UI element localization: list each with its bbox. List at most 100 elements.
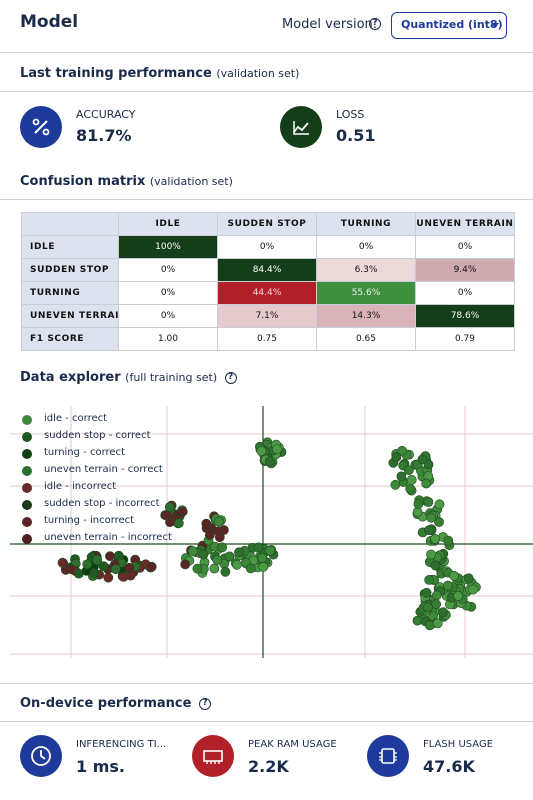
plot-point [198, 549, 209, 560]
matrix-cell: 84.4% [217, 258, 317, 282]
table-row: SUDDEN STOP 0% 84.4% 6.3% 9.4% [21, 258, 515, 282]
loss-value: 0.51 [336, 126, 376, 145]
plot-point [449, 570, 459, 581]
legend-dot [22, 415, 32, 425]
matrix-cell: 44.4% [217, 281, 317, 305]
memory-chip-icon [192, 735, 234, 777]
plot-point [265, 545, 276, 556]
plot-point [424, 525, 434, 536]
table-row: TURNING 0% 44.4% 55.6% 0% [21, 281, 515, 305]
plot-point [397, 445, 407, 456]
clock-icon [20, 735, 62, 777]
plot-point [424, 574, 435, 585]
legend-dot [22, 517, 32, 527]
f1-cell: 0.79 [415, 327, 515, 351]
plot-point [405, 483, 416, 494]
plot-point [213, 526, 224, 537]
f1-cell: 1.00 [118, 327, 218, 351]
plot-point [220, 566, 231, 577]
plot-point [66, 564, 76, 575]
loss-label: LOSS [336, 108, 365, 121]
plot-point [426, 549, 436, 560]
chevron-down-icon [491, 23, 499, 28]
plot-point [201, 518, 212, 529]
accuracy-label: ACCURACY [76, 108, 136, 121]
plot-point [217, 542, 227, 553]
help-icon[interactable]: ? [369, 18, 381, 30]
explorer-subtitle: (full training set) [125, 371, 218, 384]
divider [0, 199, 533, 200]
plot-point [396, 471, 407, 482]
help-icon[interactable]: ? [198, 697, 211, 710]
matrix-cell: 14.3% [316, 304, 416, 328]
plot-point [431, 599, 441, 610]
plot-point [272, 444, 282, 455]
model-header: Model Model version: ? Quantized (int8) [0, 0, 533, 52]
plot-point [173, 518, 184, 529]
confusion-matrix-table: IDLE SUDDEN STOP TURNING UNEVEN TERRAIN … [21, 212, 515, 351]
legend-label: turning - correct [44, 447, 125, 458]
legend-dot [22, 466, 32, 476]
training-performance-title: Last training performance (validation se… [20, 66, 299, 81]
page-title: Model [20, 12, 79, 32]
plot-point [105, 551, 115, 562]
plot-point [224, 551, 235, 562]
explorer-title-text: Data explorer [20, 370, 121, 385]
percent-icon [20, 106, 62, 148]
plot-point [209, 563, 220, 574]
trending-chart-icon [280, 106, 322, 148]
matrix-cell: 78.6% [415, 304, 515, 328]
row-header: UNEVEN TERRAIN [21, 304, 119, 328]
plot-point [213, 516, 224, 527]
matrix-cell: 6.3% [316, 258, 416, 282]
legend-dot [22, 483, 32, 493]
plot-point [421, 587, 432, 598]
help-icon[interactable]: ? [224, 371, 237, 384]
plot-point [187, 546, 198, 557]
plot-point [256, 446, 267, 456]
plot-point [258, 561, 269, 572]
plot-point [257, 552, 268, 563]
legend-dot [22, 432, 32, 442]
plot-point [424, 620, 435, 631]
inferencing-value: 1 ms. [76, 757, 125, 776]
f1-cell: 0.75 [217, 327, 317, 351]
plot-point [417, 454, 428, 465]
plot-point [180, 559, 191, 570]
table-row-f1: F1 SCORE 1.00 0.75 0.65 0.79 [21, 327, 515, 351]
plot-point [192, 563, 203, 574]
legend-label: uneven terrain - correct [44, 464, 163, 475]
table-corner [21, 212, 119, 236]
legend-label: uneven terrain - incorrect [44, 532, 172, 543]
matrix-cell: 0% [415, 281, 515, 305]
data-explorer-scatter-plot[interactable] [0, 396, 533, 676]
plot-point [110, 564, 121, 574]
legend-dot [22, 449, 32, 459]
matrix-cell: 0% [415, 235, 515, 259]
plot-point [245, 563, 256, 574]
plot-point [92, 554, 103, 565]
processor-chip-icon [367, 735, 409, 777]
legend-label: sudden stop - incorrect [44, 498, 160, 509]
plot-point [57, 557, 68, 568]
plot-point [431, 590, 442, 601]
plot-point [453, 590, 464, 601]
flash-label: FLASH USAGE [423, 739, 494, 750]
ram-label: PEAK RAM USAGE [248, 739, 337, 750]
plot-point [432, 618, 443, 629]
matrix-cell: 0% [217, 235, 317, 259]
confusion-matrix-title: Confusion matrix (validation set) [20, 174, 233, 189]
legend-dot [22, 500, 32, 510]
matrix-cell: 0% [118, 258, 218, 282]
plot-point [390, 479, 401, 490]
plot-point [430, 533, 440, 544]
flash-value: 47.6K [423, 757, 475, 776]
plot-point [113, 550, 124, 561]
plot-point [264, 456, 275, 467]
row-header: SUDDEN STOP [21, 258, 119, 282]
column-header: IDLE [118, 212, 218, 236]
plot-point [231, 559, 242, 570]
legend-label: sudden stop - correct [44, 430, 151, 441]
confusion-title-text: Confusion matrix [20, 174, 146, 189]
model-version-select[interactable]: Quantized (int8) [391, 12, 507, 39]
